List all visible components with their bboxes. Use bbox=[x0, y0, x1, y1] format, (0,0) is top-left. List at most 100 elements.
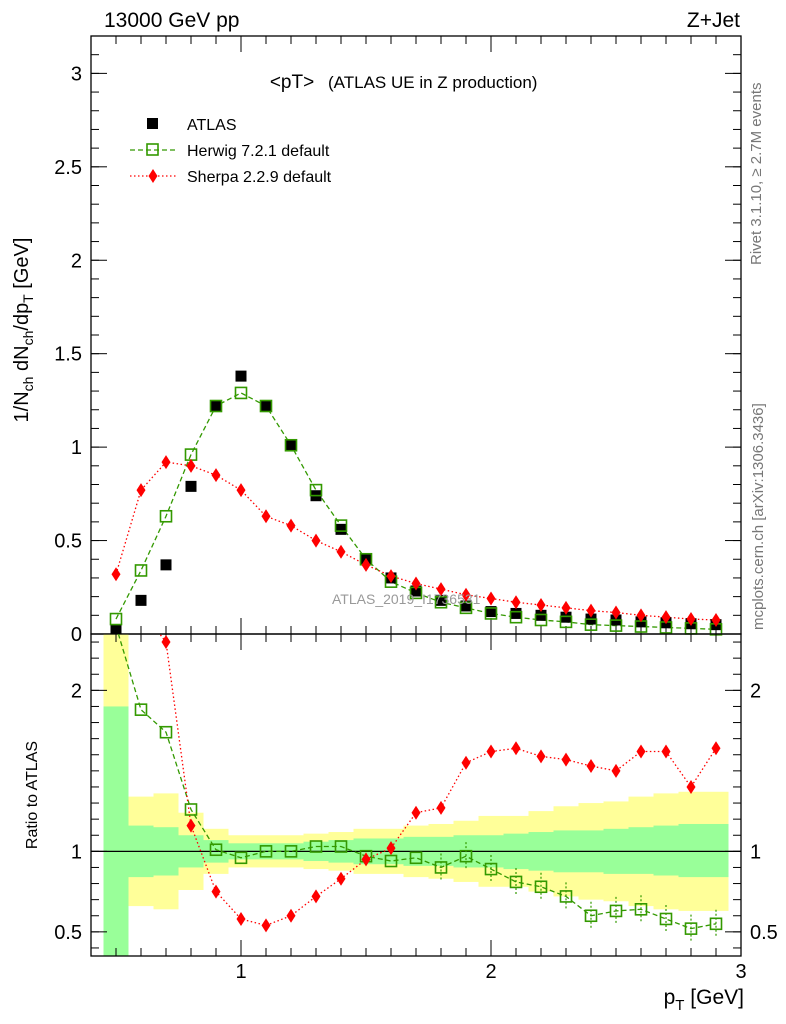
data-point-series-0 bbox=[335, 523, 347, 535]
legend-herwig-marker bbox=[146, 143, 159, 156]
chart-subtitle: (ATLAS UE in Z production) bbox=[328, 73, 537, 92]
ratio-y-tick-label-right: 0.5 bbox=[750, 922, 778, 944]
plot-frame bbox=[90, 633, 742, 957]
data-point-series-2 bbox=[111, 567, 121, 582]
ratio-point-series-0 bbox=[384, 854, 398, 868]
y-tick-label: 3 bbox=[71, 63, 82, 85]
ratio-point-series-0 bbox=[309, 840, 323, 853]
stat-uncertainty-band bbox=[103, 706, 129, 956]
data-point-series-1 bbox=[584, 618, 598, 631]
data-point-series-2 bbox=[411, 576, 421, 591]
ratio-point-series-1 bbox=[636, 744, 646, 759]
data-point-series-2 bbox=[536, 598, 546, 613]
legend: ATLAS Herwig 7.2.1 default Sherpa 2.2.9 … bbox=[130, 117, 332, 186]
data-point-series-1 bbox=[559, 615, 573, 629]
data-point-series-2 bbox=[161, 455, 171, 470]
ratio-y-tick-label: 1 bbox=[71, 841, 82, 863]
ratio-point-series-1 bbox=[611, 763, 621, 778]
ratio-point-series-0 bbox=[709, 917, 723, 931]
data-point-series-2 bbox=[311, 533, 321, 548]
data-point-series-1 bbox=[534, 613, 548, 627]
ratio-point-series-1 bbox=[711, 741, 721, 756]
ratio-point-series-0 bbox=[234, 851, 248, 865]
ratio-point-series-0 bbox=[584, 909, 598, 923]
ratio-point-series-1 bbox=[311, 889, 321, 904]
data-point-series-1 bbox=[234, 386, 248, 400]
ratio-point-series-1 bbox=[486, 744, 496, 759]
data-point-series-2 bbox=[236, 483, 246, 498]
data-point-series-2 bbox=[661, 610, 671, 625]
ratio-point-series-0 bbox=[459, 849, 473, 863]
x-axis-label: pT [GeV] bbox=[664, 986, 744, 1014]
y-tick-label: 1 bbox=[71, 437, 82, 459]
ratio-point-series-0 bbox=[659, 912, 673, 926]
data-point-series-2 bbox=[286, 518, 296, 533]
ratio-point-series-0 bbox=[509, 875, 523, 889]
data-point-series-0 bbox=[260, 400, 272, 412]
data-point-series-0 bbox=[235, 370, 247, 382]
ratio-y-tick-label: 0.5 bbox=[54, 922, 82, 944]
data-point-series-0 bbox=[510, 607, 522, 619]
data-point-series-0 bbox=[560, 611, 572, 623]
ratio-point-series-1 bbox=[561, 752, 571, 767]
main-y-axis-label: 1/Nch dNch/dpT [GeV] bbox=[11, 238, 36, 423]
data-point-series-0 bbox=[285, 439, 297, 451]
data-point-series-0 bbox=[110, 624, 122, 636]
data-point-series-1 bbox=[259, 399, 273, 413]
data-point-series-2 bbox=[486, 591, 496, 606]
data-point-series-1 bbox=[484, 607, 498, 620]
ratio-point-series-1 bbox=[236, 911, 246, 926]
data-point-series-2 bbox=[261, 509, 271, 524]
ratio-point-series-1 bbox=[261, 918, 271, 933]
data-point-series-1 bbox=[459, 601, 473, 615]
ratio-point-series-1 bbox=[586, 759, 596, 774]
ratio-point-series-1 bbox=[436, 800, 446, 815]
ratio-point-series-0 bbox=[284, 845, 298, 858]
stat-uncertainty-band bbox=[653, 825, 679, 876]
ratio-point-series-0 bbox=[184, 803, 198, 816]
data-point-series-2 bbox=[561, 600, 571, 615]
data-point-series-0 bbox=[435, 594, 447, 606]
header-process: Z+Jet bbox=[687, 9, 740, 32]
ratio-point-series-0 bbox=[259, 845, 273, 858]
ratio-point-series-1 bbox=[186, 818, 196, 833]
ratio-point-series-0 bbox=[334, 840, 348, 853]
x-tick-label: 3 bbox=[735, 961, 746, 983]
ratio-point-series-1 bbox=[461, 755, 471, 770]
data-point-series-1 bbox=[209, 399, 223, 413]
ratio-point-series-0 bbox=[609, 904, 623, 918]
data-point-series-0 bbox=[485, 606, 497, 618]
ratio-point-series-0 bbox=[559, 890, 573, 903]
data-point-series-2 bbox=[386, 569, 396, 584]
legend-herwig-label: Herwig 7.2.1 default bbox=[187, 143, 330, 160]
data-point-series-2 bbox=[711, 612, 721, 627]
data-point-series-0 bbox=[410, 585, 422, 597]
ratio-point-series-0 bbox=[684, 922, 698, 935]
data-point-series-0 bbox=[535, 609, 547, 621]
data-point-series-2 bbox=[186, 458, 196, 473]
legend-sherpa-marker bbox=[148, 169, 158, 183]
legend-atlas-marker bbox=[147, 118, 158, 129]
ratio-panel: 0.5 0.5 1 1 2 2 1 2 3 bbox=[54, 633, 778, 983]
data-point-series-1 bbox=[509, 610, 523, 624]
ratio-point-series-1 bbox=[511, 741, 521, 756]
ratio-y-axis-label: Ratio to ATLAS bbox=[24, 741, 41, 849]
analysis-watermark: ATLAS_2019_I1736531 bbox=[332, 591, 481, 607]
data-point-series-1 bbox=[159, 509, 173, 523]
main-panel: 0 0.5 1 1.5 2 2.5 3 bbox=[54, 35, 742, 646]
ratio-point-series-0 bbox=[434, 861, 448, 874]
data-point-series-1 bbox=[334, 519, 348, 532]
data-point-series-1 bbox=[309, 483, 323, 497]
ratio-y-tick-label: 2 bbox=[71, 680, 82, 702]
ratio-point-series-0 bbox=[534, 880, 548, 894]
ratio-y-tick-label-right: 1 bbox=[750, 841, 761, 863]
ratio-point-series-1 bbox=[536, 749, 546, 764]
stat-uncertainty-band bbox=[703, 823, 729, 878]
data-point-series-1 bbox=[609, 619, 623, 632]
data-point-series-2 bbox=[136, 483, 146, 498]
ratio-point-series-1 bbox=[336, 871, 346, 886]
data-point-series-2 bbox=[461, 587, 471, 602]
data-point-series-2 bbox=[636, 608, 646, 623]
ratio-y-tick-label-right: 2 bbox=[750, 680, 761, 702]
